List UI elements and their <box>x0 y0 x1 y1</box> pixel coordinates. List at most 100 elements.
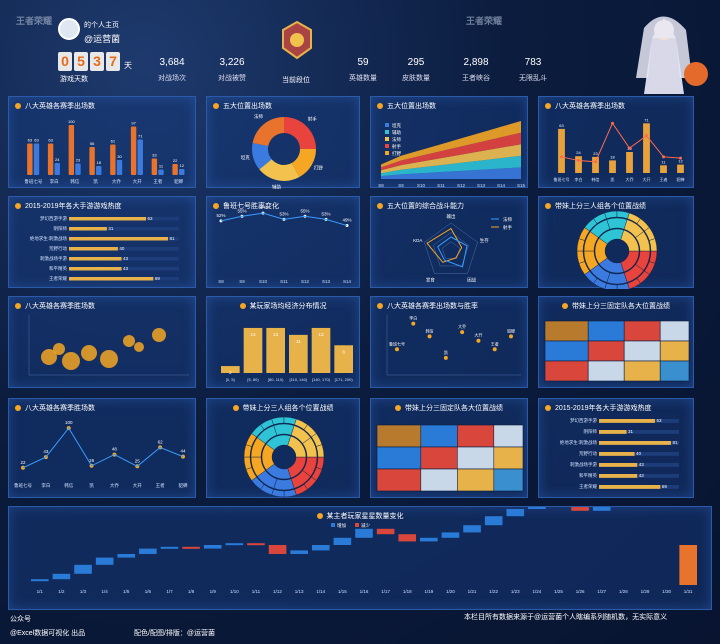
sunburst-segment <box>283 489 297 498</box>
x-tick-label: S8 <box>378 183 384 188</box>
bar <box>27 143 33 175</box>
x-tick-label: 1/10 <box>230 589 239 594</box>
data-label: 43 <box>43 449 49 454</box>
bar-chart: 63 63鲁班七号6324李白10023韩信5618凯6130大乔9771大开33… <box>24 119 185 185</box>
data-label: 43 <box>639 462 645 467</box>
y-tick-label: 和平精英 <box>49 265 67 272</box>
title-text: 八大英雄各赛季胜场数 <box>25 303 95 310</box>
x-tick-label: 1/26 <box>576 589 585 594</box>
data-label: 40 <box>119 246 125 251</box>
bubble <box>62 352 80 370</box>
data-label: 11 <box>661 159 666 164</box>
sunburst-segment <box>316 444 325 458</box>
stat-value: 783 <box>524 57 542 68</box>
bar <box>289 334 308 373</box>
bar <box>69 247 118 251</box>
x-tick-label: 鲁班七号 <box>14 482 32 489</box>
panel-team-treemap: 带妹上分三固定队各大位置战绩 <box>538 296 694 388</box>
treemap <box>376 424 524 492</box>
legend-swatch <box>385 144 389 148</box>
axis-label: 团战 <box>467 276 476 283</box>
treemap-cell <box>420 424 458 448</box>
sunburst-segment <box>649 250 658 264</box>
x-tick-label: 凯 <box>89 482 94 489</box>
bar <box>660 165 667 173</box>
treemap-cell <box>544 340 589 362</box>
series-line <box>561 122 681 163</box>
point-label: 韩信 <box>426 327 434 333</box>
panel-title: 八大英雄各赛季出场数 <box>545 101 625 111</box>
point <box>509 334 513 339</box>
data-label: 63 <box>34 138 39 143</box>
data-label: 2 <box>229 370 232 375</box>
x-tick-label: 1/13 <box>295 589 304 594</box>
bar <box>69 227 107 231</box>
bar <box>334 345 353 373</box>
bar <box>69 257 122 261</box>
radar-series <box>437 236 468 268</box>
legend-swatch <box>385 137 389 141</box>
x-tick-label: 1/21 <box>468 589 477 594</box>
treemap-cell <box>376 468 422 492</box>
x-tick-label: S11 <box>437 183 445 188</box>
y-tick-label: 梦幻西游手游 <box>570 417 597 424</box>
bar <box>247 543 265 546</box>
data-label: 62 <box>158 439 164 444</box>
panel-title: 八大英雄各赛季出场数与胜率 <box>377 301 478 311</box>
line-point <box>662 155 665 159</box>
bar <box>221 366 240 373</box>
logo: 王者荣耀 <box>466 16 503 26</box>
x-tick-label: S8 <box>218 279 224 284</box>
bar <box>172 164 178 175</box>
panel-game-heat: 2015-2019年各大手游游戏热度 梦幻西游手游 63 阴阳师 31 绝地求生:刺激战… <box>8 196 196 288</box>
x-tick-label: 凯 <box>93 178 98 185</box>
bubble <box>123 335 135 347</box>
data-label: 63 <box>559 123 564 128</box>
bar <box>179 169 185 175</box>
radar-grid <box>424 222 478 274</box>
bar <box>54 163 60 175</box>
legend-label: 增加 <box>337 522 346 529</box>
panel-title: 带妹上分三人组各个位置战绩 <box>207 403 359 413</box>
panel-title: 八大英雄各赛季胜场数 <box>15 403 95 413</box>
title-text: 八大英雄各赛季出场数 <box>555 103 625 110</box>
legend-label: 减少 <box>361 522 370 529</box>
treemap-cell <box>659 320 690 342</box>
y-tick-label: 梦幻西游手游 <box>40 215 67 222</box>
bar <box>68 125 75 175</box>
treemap-cell <box>420 468 458 492</box>
sunburst-chart <box>243 416 325 498</box>
digit: 7 <box>106 52 120 71</box>
sunburst-segment <box>606 272 628 285</box>
x-tick-label: 1/16 <box>360 589 369 594</box>
bar <box>599 452 635 456</box>
stat-likes: 3,226 对战被赞 <box>202 57 262 83</box>
panel-title: 鲁班七号胜率变化 <box>213 201 279 211</box>
user-name[interactable]: @运营菌 <box>84 34 121 44</box>
treemap-cell <box>623 340 661 362</box>
header: 王者荣耀 王者荣耀 的个人主页 @运营菌 0 5 3 7 天 游戏天数 3,68… <box>0 0 720 94</box>
area-series <box>381 155 521 177</box>
avatar[interactable] <box>58 18 80 40</box>
panel-game-heat-2: 2015-2019年各大手游游戏热度 梦幻西游手游 63 阴阳师 31 绝地求生:刺激战… <box>538 398 694 498</box>
line-point <box>560 155 563 159</box>
data-label: 56 <box>90 141 95 146</box>
x-tick-label: 王者 <box>660 176 668 182</box>
bar <box>599 463 638 467</box>
treemap-cell <box>420 446 458 470</box>
bar <box>151 158 158 175</box>
line-chart: 52% S8 55% S9 57% S10 53% S11 55% S12 53% S13 49% S14 <box>216 205 351 284</box>
data-label: 22 <box>173 158 178 163</box>
x-tick-label: [5, 80) <box>247 377 259 382</box>
x-tick-label: [110, 140) <box>289 377 307 382</box>
data-label: 57% <box>258 205 267 210</box>
legend-swatch <box>385 151 389 155</box>
x-tick-label: 鲁班七号 <box>24 178 42 185</box>
title-text: 带妹上分三固定队各大位置战绩 <box>572 303 670 310</box>
bar <box>677 164 684 173</box>
slice <box>259 159 300 181</box>
bar <box>266 327 285 373</box>
x-tick-label: 韩信 <box>592 176 600 182</box>
point <box>443 355 448 360</box>
x-tick-label: 大乔 <box>626 176 634 182</box>
